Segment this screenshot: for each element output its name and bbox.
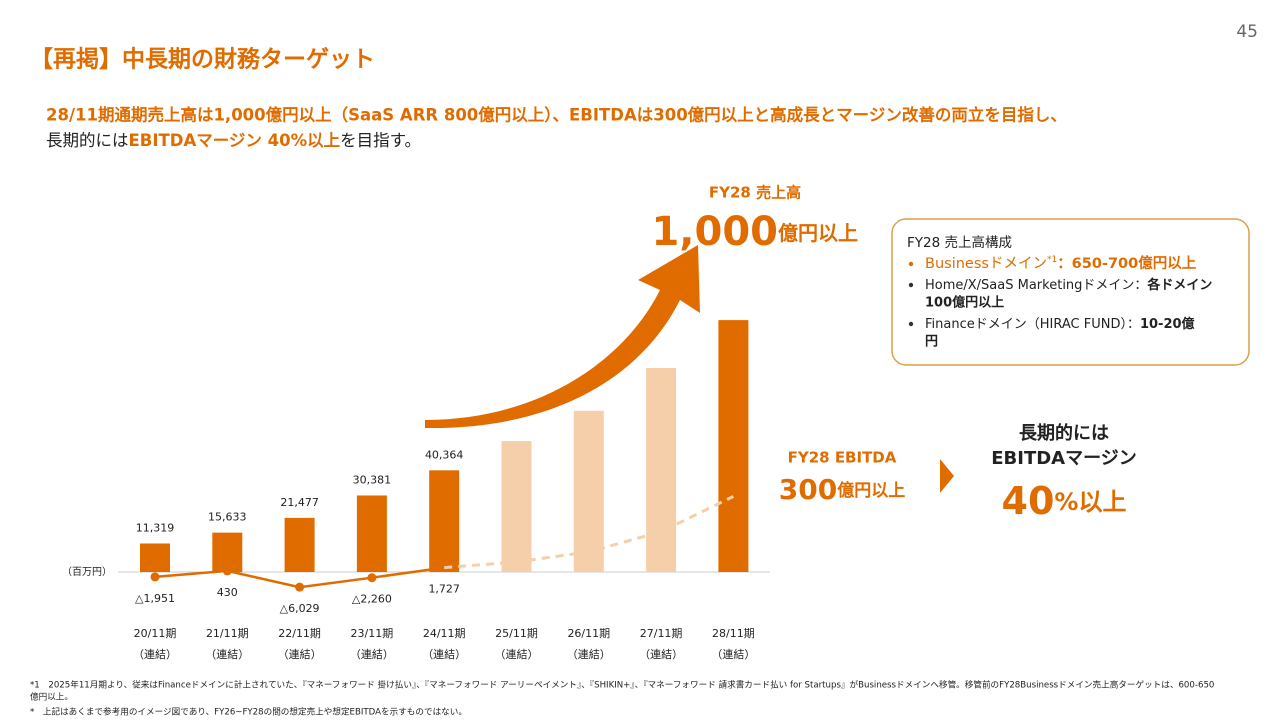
- unit-label: （百万円）: [62, 566, 112, 578]
- bar: [646, 367, 677, 572]
- x-tick-sublabel: （連結）: [495, 647, 539, 661]
- point: [295, 582, 305, 592]
- value-label: 21,477: [280, 496, 319, 509]
- item-name: Businessドメイン: [925, 256, 1047, 272]
- item-value: 円: [925, 335, 938, 350]
- ebitda-unit: 億円以上: [837, 480, 905, 501]
- value-label: 11,319: [136, 521, 175, 534]
- ebitda-target: 300億円以上: [779, 473, 905, 506]
- bullet: [908, 321, 914, 327]
- breakdown-item: Businessドメイン*1：650-700億円以上: [925, 254, 1197, 272]
- x-tick-sublabel: （連結）: [278, 647, 322, 661]
- x-tick-label: 24/11期: [423, 627, 466, 640]
- ebitda-number: 300: [779, 473, 837, 506]
- revenue-label: FY28 売上高: [709, 184, 801, 202]
- x-tick-label: 22/11期: [278, 627, 321, 640]
- point: [367, 573, 377, 583]
- value-label: 40,364: [425, 448, 464, 461]
- slide-title: 【再掲】中長期の財務ターゲット: [30, 46, 375, 73]
- x-tick-sublabel: （連結）: [350, 647, 394, 661]
- bar: [356, 495, 387, 572]
- lead-highlight: EBITDAマージン 40%以上: [129, 131, 341, 150]
- bullet: [908, 261, 914, 267]
- x-tick-label: 28/11期: [712, 627, 755, 640]
- growth-arrow: [425, 245, 700, 429]
- bar: [212, 532, 243, 572]
- x-tick-label: 26/11期: [567, 627, 610, 640]
- margin-target: 40%以上: [1002, 479, 1127, 523]
- x-tick-sublabel: （連結）: [133, 647, 177, 661]
- point: [150, 572, 160, 582]
- lead-line1: 28/11期通期売上高は1,000億円以上（SaaS ARR 800億円以上）、…: [46, 105, 1067, 125]
- bullet: [908, 282, 914, 288]
- point: [222, 566, 232, 576]
- page-number: 45: [1236, 22, 1258, 42]
- revenue-target: 1,000億円以上: [651, 209, 858, 255]
- value-label: 15,633: [208, 511, 247, 524]
- item-value: ：650-700億円以上: [1057, 254, 1197, 272]
- margin-number: 40: [1002, 479, 1055, 523]
- forecast-line: [444, 495, 735, 570]
- breakdown-item: Financeドメイン（HIRAC FUND）：10-20億: [925, 316, 1195, 332]
- item-note: *1: [1047, 255, 1057, 265]
- bar: [573, 410, 604, 572]
- x-tick-label: 20/11期: [134, 627, 177, 640]
- revenue-number: 1,000: [651, 209, 778, 255]
- x-tick-label: 25/11期: [495, 627, 538, 640]
- x-tick-label: 23/11期: [351, 627, 394, 640]
- lead-text: を目指す。: [340, 131, 421, 150]
- value-label: △6,029: [280, 602, 320, 615]
- item-name: Financeドメイン（HIRAC FUND）：: [925, 317, 1140, 332]
- item-value: 100億円以上: [925, 295, 1004, 311]
- x-tick-sublabel: （連結）: [422, 647, 466, 661]
- bar: [718, 320, 749, 572]
- ebitda-label: FY28 EBITDA: [788, 449, 897, 467]
- chart: （百万円） 20/11期 （連結） 21/11期 （連結） 22/11期 （連結） 23/11…: [62, 320, 770, 661]
- value-label: 30,381: [353, 473, 392, 486]
- bar: [429, 470, 460, 572]
- margin-line1: 長期的には: [1019, 422, 1109, 444]
- footnote: *1 2025年11月期より、従来はFinanceドメインに計上されていた、『マ…: [30, 679, 1214, 691]
- revenue-unit: 億円以上: [778, 221, 858, 245]
- x-tick-sublabel: （連結）: [711, 647, 755, 661]
- lead-text: 長期的には: [46, 131, 129, 150]
- value-label: △1,951: [135, 592, 175, 605]
- margin-line2: EBITDAマージン: [991, 448, 1137, 469]
- x-tick-label: 21/11期: [206, 627, 249, 640]
- footnote: * 上記はあくまで参考用のイメージ図であり、FY26~FY28の間の想定売上や想…: [30, 706, 467, 718]
- x-tick-label: 27/11期: [640, 627, 683, 640]
- x-tick-sublabel: （連結）: [639, 647, 683, 661]
- footnote: 億円以上。: [30, 691, 73, 703]
- breakdown-title: FY28 売上高構成: [907, 234, 1012, 251]
- item-value: 各ドメイン: [1146, 277, 1212, 293]
- bar: [501, 441, 532, 572]
- breakdown-box: [891, 218, 1250, 366]
- bar: [284, 517, 315, 572]
- margin-unit: %以上: [1054, 488, 1126, 516]
- value-label: △2,260: [352, 593, 392, 606]
- value-label: 1,727: [428, 583, 460, 596]
- item-name: Home/X/SaaS Marketingドメイン：: [925, 278, 1147, 293]
- lead-line2: 長期的にはEBITDAマージン 40%以上を目指す。: [46, 131, 421, 150]
- item-value: 10-20億: [1140, 316, 1195, 332]
- pointer: [940, 459, 954, 493]
- breakdown-item: Home/X/SaaS Marketingドメイン：各ドメイン: [925, 277, 1212, 293]
- x-tick-sublabel: （連結）: [205, 647, 249, 661]
- value-label: 430: [217, 586, 238, 599]
- bar: [140, 543, 170, 572]
- x-tick-sublabel: （連結）: [567, 647, 611, 661]
